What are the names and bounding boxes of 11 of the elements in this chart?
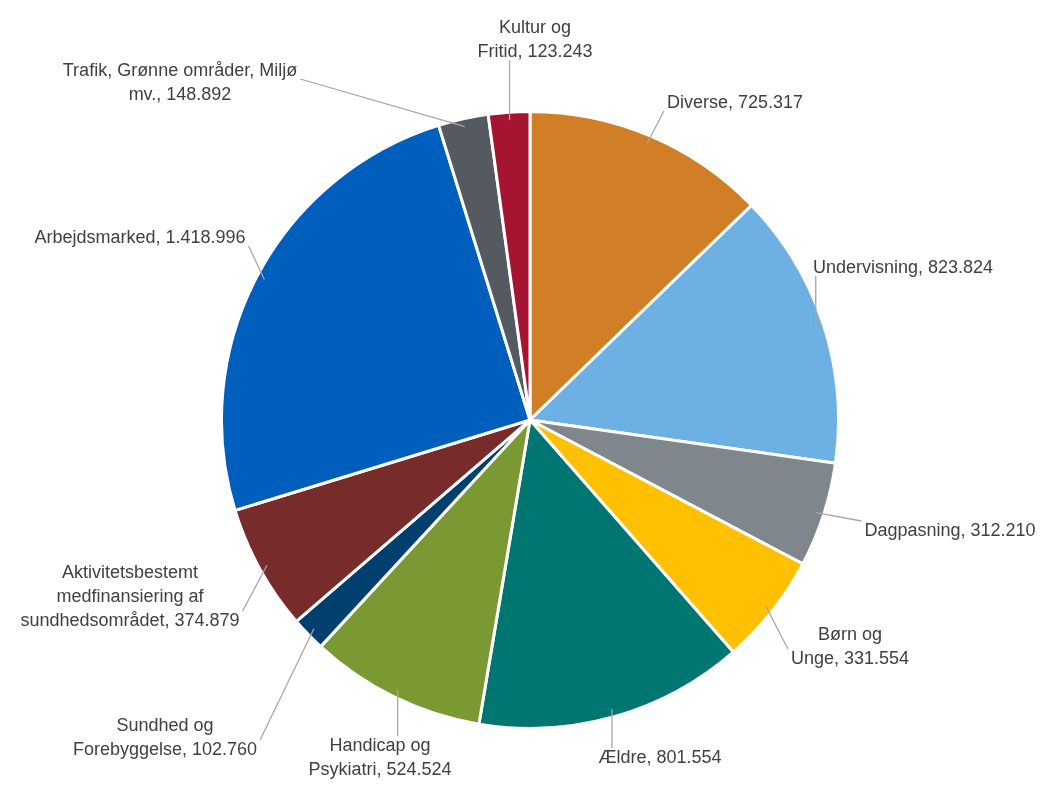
slice-label: Dagpasning, 312.210 bbox=[864, 520, 1036, 540]
slice-label: Undervisning, 823.824 bbox=[812, 257, 994, 277]
slice-label: Ældre, 801.554 bbox=[598, 747, 722, 767]
slice-label: Trafik, Grønne områder, Miljø mv., 148.892 bbox=[62, 60, 298, 104]
slice-label: Sundhed og Forebyggelse, 102.760 bbox=[72, 715, 258, 759]
slice-label: Arbejdsmarked, 1.418.996 bbox=[34, 227, 246, 247]
slice-label: Aktivitetsbestemt medfinansiering af sundhedsområdet, 374.879 bbox=[20, 562, 240, 630]
slice-label: Kultur og Fritid, 123.243 bbox=[477, 17, 593, 61]
slice-label: Diverse, 725.317 bbox=[666, 92, 804, 112]
slice-label: Handicap og Psykiatri, 524.524 bbox=[308, 735, 452, 779]
slice-label: Børn og Unge, 331.554 bbox=[790, 624, 910, 668]
